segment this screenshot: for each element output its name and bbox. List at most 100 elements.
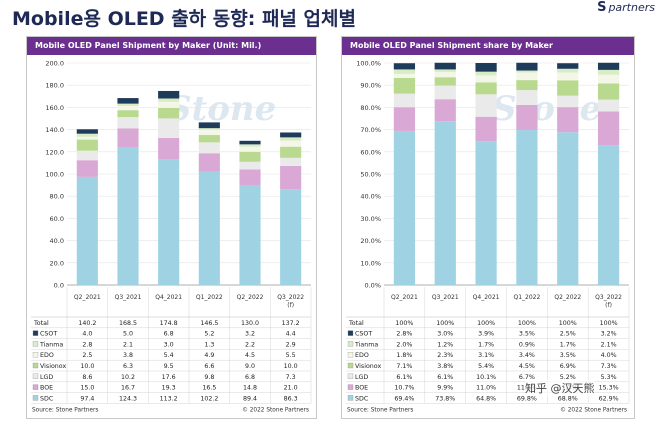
- table-cell: 3.9%: [478, 331, 494, 338]
- table-cell: 2.1: [123, 341, 133, 348]
- table-cell: 64.8%: [476, 395, 496, 402]
- table-cell: 19.3: [162, 385, 176, 392]
- bar-segment-tianma: [117, 103, 139, 106]
- table-cell: 14.8: [243, 385, 257, 392]
- bar-segment-sdc: [76, 176, 98, 285]
- legend-swatch-boe: [32, 384, 39, 390]
- copyright-note: © 2022 Stone Partners: [560, 406, 627, 413]
- bar-segment-visionox: [475, 82, 497, 95]
- y-tick-label: 100.0: [45, 171, 64, 179]
- table-cell: 130.0: [241, 320, 259, 327]
- bar-segment-boe: [393, 107, 416, 131]
- bar-segment-tianma: [280, 137, 302, 141]
- table-cell: 62.9%: [599, 395, 619, 402]
- table-cell: 1.7%: [560, 341, 576, 348]
- bar-segment-tianma: [239, 144, 261, 147]
- bar-segment-csot: [280, 132, 302, 138]
- share-chart-panel: Mobile OLED Panel Shipment share by Make…: [341, 36, 635, 419]
- brand-mark: S: [597, 0, 607, 15]
- legend-swatch-boe: [347, 384, 354, 390]
- table-cell: 9.8: [204, 374, 214, 381]
- bar-segment-lgd: [597, 99, 620, 112]
- bar-segment-lgd: [158, 118, 180, 138]
- brand-text: partners: [608, 1, 655, 14]
- bar-segment-visionox: [280, 146, 302, 158]
- bar-segment-tianma: [475, 71, 497, 76]
- table-cell: 5.0: [123, 331, 133, 338]
- bar-segment-sdc: [557, 132, 579, 285]
- bar-segment-csot: [117, 98, 139, 104]
- table-cell: 10.7%: [394, 385, 414, 392]
- watermark: Stone: [492, 89, 602, 129]
- bar-segment-visionox: [434, 77, 456, 86]
- table-cell: 3.4%: [519, 352, 535, 359]
- y-tick-label: 90.0%: [360, 82, 381, 90]
- legend-swatch-lgd: [347, 373, 354, 379]
- x-tick-label: Q3_2021: [115, 294, 142, 301]
- table-cell: 4.9: [204, 352, 214, 359]
- table-cell: 3.5%: [519, 331, 535, 338]
- bar-segment-visionox: [239, 151, 261, 162]
- y-tick-label: 80.0%: [360, 104, 381, 112]
- y-tick-label: 10.0%: [360, 259, 381, 267]
- y-tick-label: 140.0: [45, 126, 64, 134]
- table-cell: 16.5: [202, 385, 216, 392]
- y-tick-label: 180.0: [45, 82, 64, 90]
- bar-segment-lgd: [475, 94, 497, 117]
- y-tick-label: 20.0: [50, 259, 64, 267]
- bar-segment-visionox: [597, 83, 620, 100]
- table-cell: 10.0: [80, 363, 94, 370]
- table-cell: 89.4: [243, 395, 257, 402]
- table-cell: 6.6: [204, 363, 214, 370]
- bar-segment-lgd: [516, 90, 538, 105]
- legend-swatch-tianma: [347, 341, 354, 347]
- bar-segment-lgd: [117, 117, 139, 129]
- table-cell: 3.1%: [478, 352, 494, 359]
- table-cell: 21.0: [284, 385, 298, 392]
- x-tick-label: Q2_2021: [391, 294, 418, 301]
- legend-swatch-edo: [32, 352, 39, 358]
- table-cell: 69.8%: [517, 395, 537, 402]
- table-row-label: Total: [348, 320, 364, 327]
- table-cell: 97.4: [80, 395, 94, 402]
- legend-swatch-sdc: [32, 395, 39, 401]
- watermark: Stone: [167, 89, 277, 129]
- table-row-label: Visionox: [40, 363, 66, 370]
- bar-segment-edo: [76, 136, 98, 140]
- table-cell: 3.8: [123, 352, 133, 359]
- table-row-label: SDC: [355, 395, 369, 402]
- legend-swatch-csot: [347, 330, 354, 336]
- x-tick-label: Q2_2022: [237, 294, 264, 301]
- bar-segment-csot: [557, 63, 579, 69]
- bar-segment-lgd: [434, 85, 456, 100]
- table-cell: 6.8: [245, 374, 255, 381]
- shipment-chart-panel: Mobile OLED Panel Shipment by Maker (Uni…: [26, 36, 317, 419]
- bar-segment-boe: [475, 116, 497, 142]
- bar-segment-visionox: [516, 80, 538, 91]
- bar-segment-edo: [117, 105, 139, 111]
- x-tick-label-suffix: (f): [605, 302, 612, 309]
- y-tick-label: 40.0: [50, 237, 64, 245]
- table-cell: 3.0%: [437, 331, 453, 338]
- y-tick-label: 80.0: [50, 193, 64, 201]
- legend-swatch-visionox: [347, 362, 354, 369]
- copyright-note: © 2022 Stone Partners: [242, 406, 309, 413]
- bar-segment-visionox: [76, 139, 98, 151]
- x-tick-label-suffix: (f): [287, 302, 294, 309]
- table-cell: 9.5: [164, 363, 174, 370]
- x-tick-label: Q4_2021: [473, 294, 500, 301]
- legend-swatch-visionox: [32, 362, 39, 369]
- y-tick-label: 0.0: [54, 282, 64, 290]
- bar-segment-boe: [597, 111, 620, 146]
- table-cell: 10.1%: [476, 374, 496, 381]
- bar-segment-boe: [76, 160, 98, 177]
- table-cell: 5.2%: [560, 374, 576, 381]
- table-row-label: LGD: [355, 374, 368, 381]
- table-row-label: LGD: [40, 374, 53, 381]
- bar-segment-edo: [158, 101, 180, 108]
- table-cell: 100%: [559, 320, 577, 327]
- bar-segment-lgd: [280, 157, 302, 166]
- bar-segment-sdc: [393, 130, 416, 285]
- table-cell: 4.0%: [601, 352, 617, 359]
- table-row-label: BOE: [40, 385, 53, 392]
